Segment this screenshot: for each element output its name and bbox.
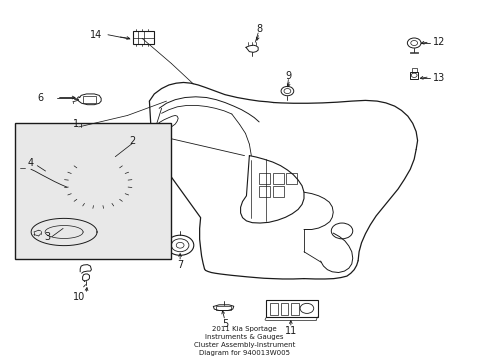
Text: 13: 13 [432,73,445,83]
Bar [133,31,154,44]
Bar [259,186,269,197]
Text: 6: 6 [38,93,43,103]
Bar [272,186,283,197]
Text: 14: 14 [89,30,102,40]
Text: 12: 12 [432,37,445,47]
Text: 4: 4 [28,158,34,168]
Text: 3: 3 [44,232,50,242]
Bar [272,173,283,184]
Bar [280,303,288,315]
Text: 10: 10 [72,292,84,302]
Bar [291,303,299,315]
Text: 9: 9 [285,71,291,81]
Bar [269,303,277,315]
Bar [82,96,96,103]
Bar [409,72,417,79]
Bar [411,68,416,72]
Bar [25,166,32,170]
Bar [409,51,417,53]
Text: 1: 1 [73,120,79,129]
Text: 8: 8 [256,24,262,35]
Text: 5: 5 [222,319,228,329]
Bar [259,173,269,184]
Text: 11: 11 [284,326,296,336]
Text: 7: 7 [177,260,183,270]
Bar [266,300,317,317]
Bar [216,306,230,310]
Text: 2011 Kia Sportage
Instruments & Gauges
Cluster Assembly-Instrument
Diagram for 9: 2011 Kia Sportage Instruments & Gauges C… [193,327,295,356]
Bar [286,173,297,184]
Bar [15,123,171,259]
Text: 2: 2 [129,136,135,145]
